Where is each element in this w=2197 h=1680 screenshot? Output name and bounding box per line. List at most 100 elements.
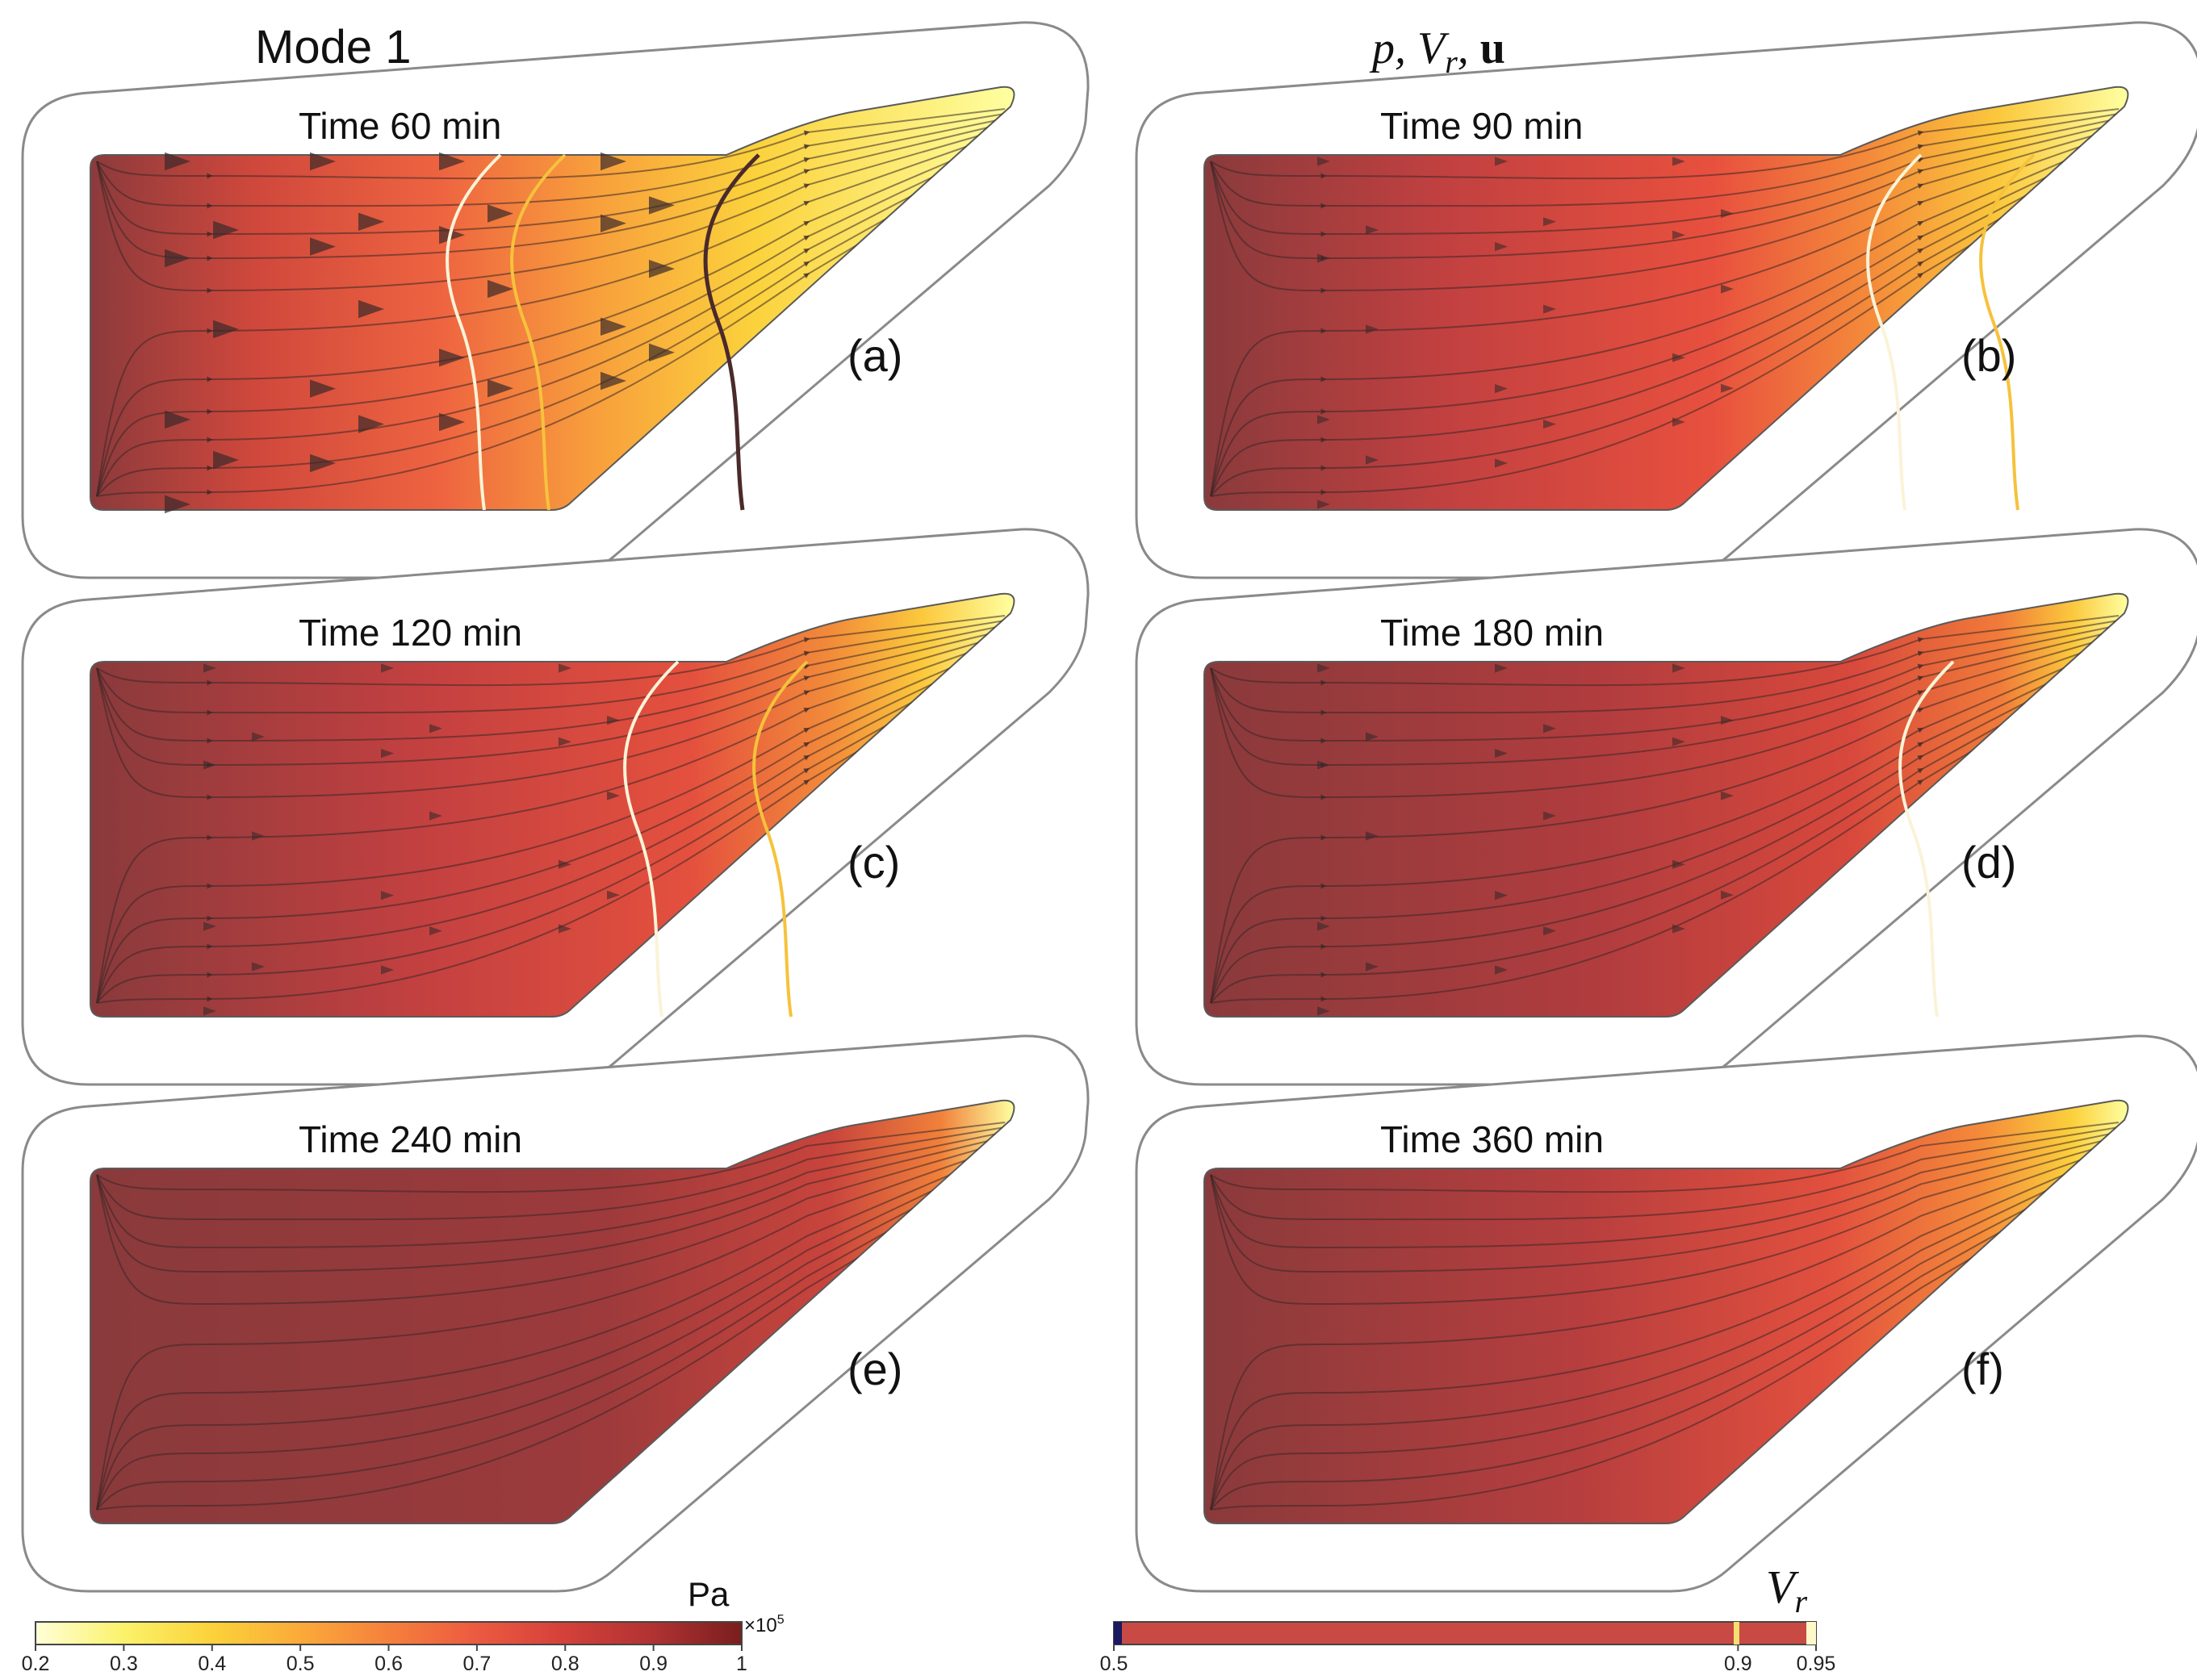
panel-time: Time 90 min: [1380, 105, 1583, 147]
flow-arrow: [165, 410, 190, 429]
flow-arrow: [559, 924, 571, 934]
panel-b: Time 90 min (b): [1135, 21, 2197, 579]
vr-colorbar-front-marker: [1734, 1622, 1739, 1644]
panel-time: Time 180 min: [1380, 612, 1604, 654]
flow-arrow: [488, 204, 513, 223]
pressure-tick-label: 0.7: [462, 1653, 491, 1675]
streamline: [1210, 1165, 2120, 1511]
flow-arrow: [1366, 732, 1379, 742]
flow-arrow: [1672, 737, 1685, 746]
flow-arrow: [1366, 962, 1379, 972]
flow-arrow: [165, 495, 190, 514]
flow-arrow: [1495, 242, 1508, 252]
streamline: [1210, 663, 2120, 1004]
flow-arrow: [1721, 716, 1734, 725]
flow-arrow: [607, 716, 620, 725]
flow-arrow: [488, 279, 513, 299]
flow-arrow: [381, 663, 394, 673]
streamline: [1210, 1131, 2120, 1249]
flow-arrow: [1495, 663, 1508, 673]
variables-title: p, Vr, u: [1369, 23, 1505, 80]
pressure-tick-label: 0.2: [22, 1653, 50, 1675]
streamline: [1210, 1141, 2120, 1306]
flow-arrow: [1721, 890, 1734, 900]
streamline: [1210, 1136, 2120, 1273]
panel-d: Time 180 min (d): [1135, 528, 2197, 1086]
panel-a: Time 60 min (a): [21, 21, 1090, 579]
flow-arrow: [1317, 760, 1330, 770]
pressure-tick-label: 0.9: [639, 1653, 667, 1675]
flow-arrow: [252, 831, 265, 841]
flow-arrow: [165, 249, 190, 268]
flow-arrow: [1366, 324, 1379, 334]
flow-arrow: [649, 343, 675, 361]
vr-front: [1979, 153, 2036, 511]
vr-front: [703, 153, 760, 511]
flow-arrow: [213, 320, 239, 339]
flow-arrow: [1495, 965, 1508, 975]
flow-arrow: [381, 749, 394, 759]
flow-arrow: [559, 859, 571, 869]
flow-arrow: [439, 152, 465, 171]
flow-arrow: [1721, 383, 1734, 393]
streamline: [96, 1170, 1006, 1511]
flow-arrow: [1495, 458, 1508, 468]
panel-e: Time 240 min (e): [21, 1034, 1090, 1593]
flow-arrow: [358, 415, 384, 433]
streamlines: [96, 1122, 1006, 1511]
flow-arrow: [1366, 831, 1379, 841]
streamline: [96, 1146, 1006, 1511]
streamline: [1210, 1170, 2120, 1511]
pressure-colorbar: Pa ×105 0.2 0.3 0.4 0.5 0.6 0.7 0.8 0.9 1: [22, 1575, 785, 1675]
flow-arrow: [1495, 384, 1508, 394]
flow-arrow: [203, 921, 216, 931]
flow-arrow: [601, 317, 626, 336]
vr-front: [510, 153, 567, 511]
streamline: [96, 1165, 1006, 1511]
panel-time: Time 60 min: [299, 105, 501, 147]
flow-arrow: [203, 760, 216, 770]
panel-time: Time 360 min: [1380, 1118, 1604, 1160]
flow-arrow: [1317, 253, 1330, 263]
pressure-tick-label: 1: [736, 1653, 747, 1675]
pressure-multiplier: ×105: [744, 1613, 785, 1636]
vr-tick-label: 0.95: [1797, 1653, 1836, 1675]
vr-front: [1898, 660, 1955, 1018]
flow-arrow: [310, 453, 336, 473]
flow-arrow: [381, 965, 394, 975]
streamline: [96, 1151, 1006, 1511]
flow-arrow: [1317, 1006, 1330, 1016]
vr-colorbar-fill: [1113, 1621, 1817, 1645]
flow-arrow: [1495, 749, 1508, 759]
flow-arrow: [1495, 891, 1508, 901]
flow-arrow: [1672, 230, 1685, 240]
flow-arrow: [213, 450, 239, 470]
panel-f: Time 360 min (f): [1135, 1034, 2197, 1593]
streamlines: [1210, 615, 2120, 1004]
flow-arrow: [358, 299, 384, 319]
flow-arrow: [1366, 455, 1379, 465]
vr-front: [1866, 153, 1923, 511]
flow-arrow: [429, 926, 442, 936]
pressure-tick-label: 0.5: [287, 1653, 315, 1675]
streamline: [1210, 1156, 2120, 1511]
flow-arrow: [607, 791, 620, 800]
flow-arrow: [439, 412, 465, 432]
streamlines: [1210, 108, 2120, 497]
flow-arrow: [1672, 663, 1685, 673]
flow-arrow: [310, 379, 336, 398]
flow-arrow: [559, 663, 571, 673]
panel-label: (e): [847, 1344, 902, 1394]
streamline: [96, 1156, 1006, 1511]
flow-arrow: [1721, 284, 1734, 294]
vr-colorbar-low-marker: [1114, 1622, 1122, 1644]
streamline: [1210, 1122, 2120, 1193]
flow-arrow: [488, 379, 513, 398]
flow-arrow: [252, 962, 265, 972]
flow-arrow: [203, 663, 216, 673]
flow-arrow: [1317, 415, 1330, 424]
flow-arrow: [1672, 859, 1685, 869]
flow-arrow: [1317, 157, 1330, 166]
vr-colorbar: Vr 0.5 0.9 0.95: [1100, 1561, 1836, 1675]
flow-arrow: [1543, 217, 1556, 227]
